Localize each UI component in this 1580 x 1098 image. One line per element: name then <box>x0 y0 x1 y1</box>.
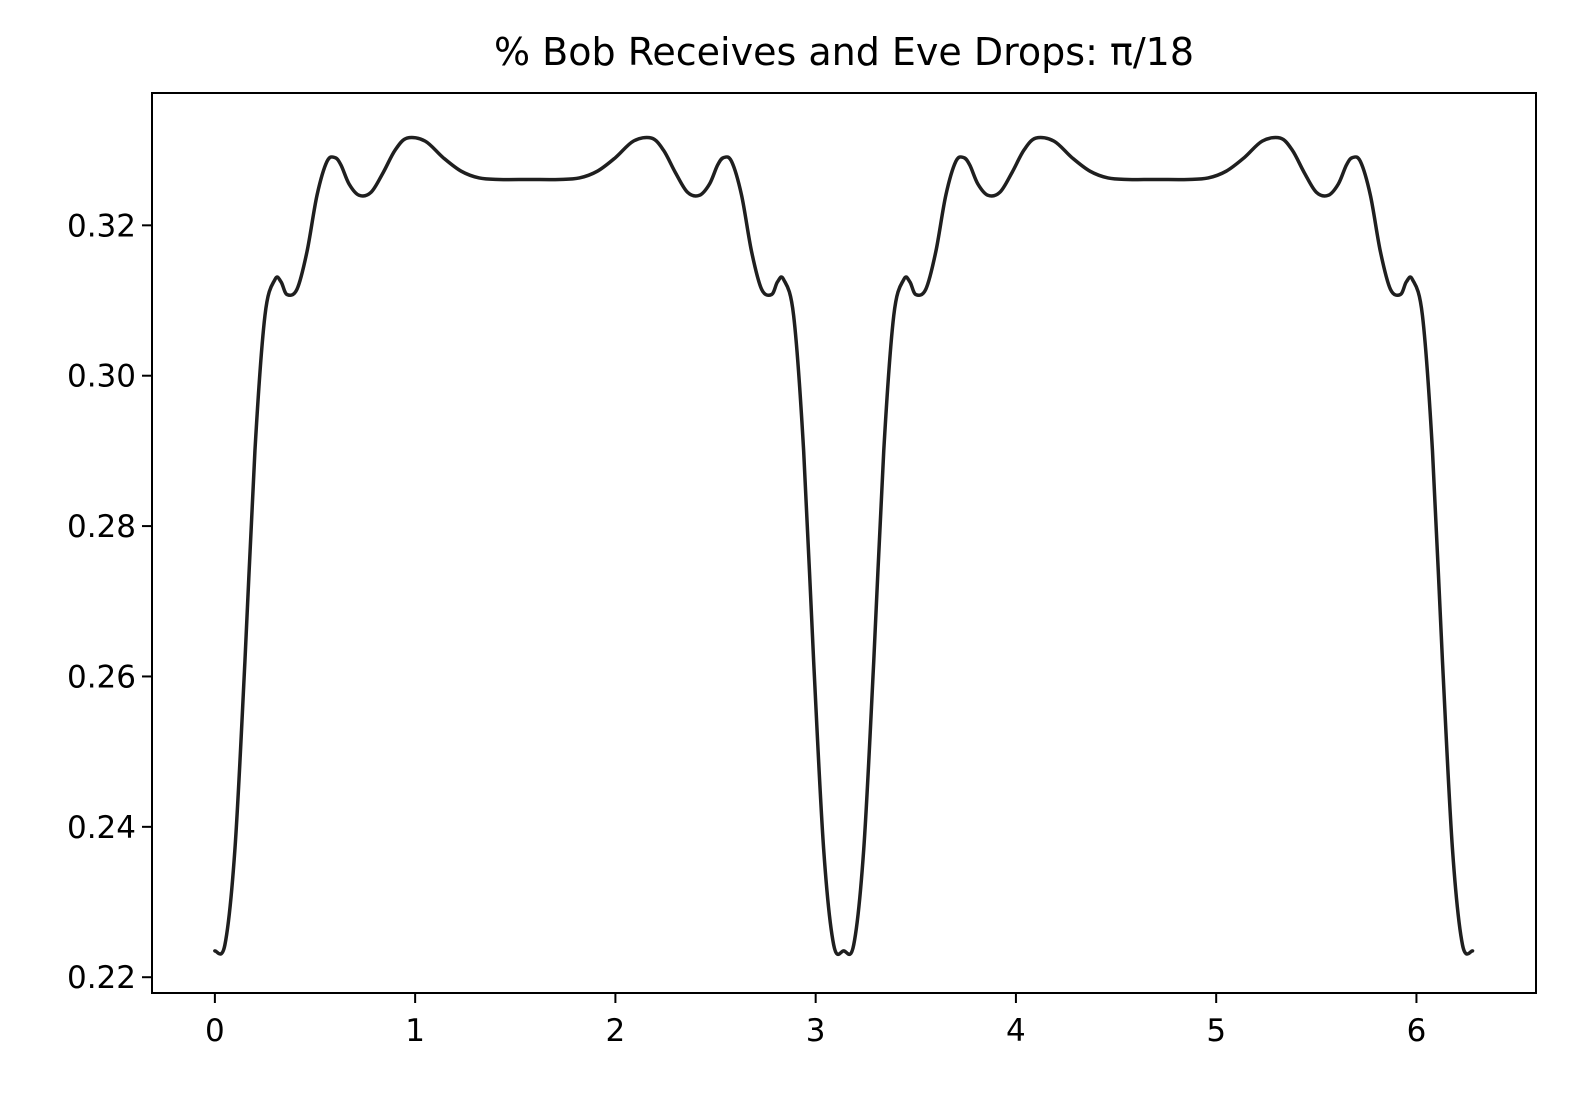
x-tick-label: 5 <box>1206 1013 1226 1049</box>
y-axis-ticks: 0.22 0.24 0.26 0.28 0.30 0.32 <box>67 208 152 996</box>
y-tick-label: 0.24 <box>67 810 136 846</box>
y-tick-label: 0.28 <box>67 509 136 545</box>
y-tick-label: 0.30 <box>67 359 136 395</box>
x-tick-label: 6 <box>1407 1013 1427 1049</box>
chart-title: % Bob Receives and Eve Drops: π/18 <box>494 30 1194 74</box>
x-tick-label: 2 <box>606 1013 626 1049</box>
x-axis-ticks: 0 1 2 3 4 5 6 <box>205 993 1426 1049</box>
y-tick-label: 0.26 <box>67 659 136 695</box>
y-tick-label: 0.22 <box>67 960 136 996</box>
x-tick-label: 0 <box>205 1013 225 1049</box>
plot-frame <box>151 92 1537 994</box>
series-line <box>213 135 1475 956</box>
x-tick-label: 4 <box>1006 1013 1026 1049</box>
x-tick-label: 1 <box>405 1013 425 1049</box>
x-tick-label: 3 <box>806 1013 826 1049</box>
y-tick-label: 0.32 <box>67 208 136 244</box>
